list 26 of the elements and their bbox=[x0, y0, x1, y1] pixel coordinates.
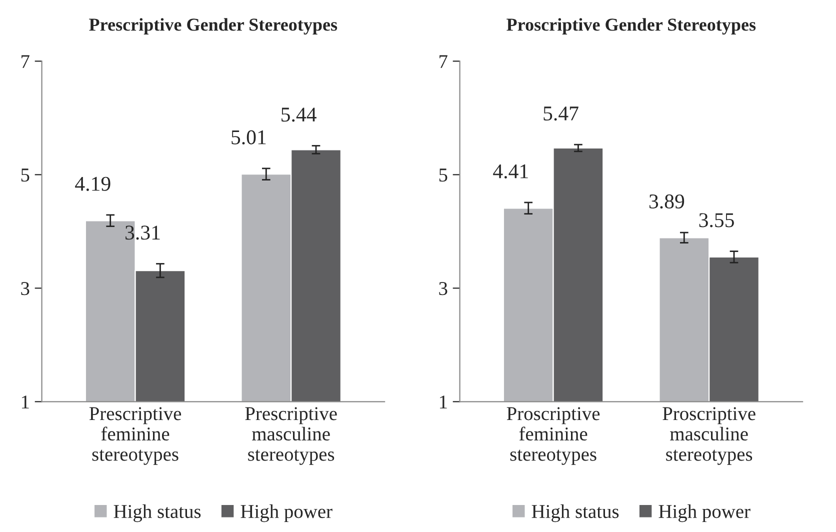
y-tick-label: 1 bbox=[440, 396, 447, 408]
data-label: 3.55 bbox=[699, 213, 734, 228]
x-tick-label: Prescriptive masculine stereotypes bbox=[245, 407, 337, 465]
x-tick-label: Proscriptive masculine stereotypes bbox=[662, 407, 756, 465]
y-tick-label: 7 bbox=[22, 55, 30, 68]
data-label: 4.41 bbox=[493, 164, 528, 178]
y-tick-label: 1 bbox=[22, 396, 29, 408]
data-label: 5.01 bbox=[232, 130, 266, 144]
data-label: 3.31 bbox=[126, 226, 160, 240]
data-label: 5.44 bbox=[282, 108, 316, 122]
y-tick-label: 3 bbox=[439, 282, 448, 296]
x-tick-label: Prescriptive feminine stereotypes bbox=[89, 407, 182, 465]
y-tick-label: 5 bbox=[21, 168, 30, 182]
chart-title: Proscriptive Gender Stereotypes bbox=[506, 18, 756, 35]
legend-label: High status bbox=[114, 504, 201, 522]
y-tick-label: 5 bbox=[439, 168, 448, 182]
legend-label: High status bbox=[532, 504, 619, 522]
x-tick-label: Proscriptive feminine stereotypes bbox=[506, 407, 600, 465]
data-label: 5.47 bbox=[544, 106, 578, 121]
data-label: 3.89 bbox=[649, 194, 684, 209]
chart-title: Prescriptive Gender Stereotypes bbox=[89, 18, 338, 35]
legend-label: High power bbox=[658, 504, 750, 522]
y-tick-label: 7 bbox=[440, 55, 448, 68]
data-label: 4.19 bbox=[75, 176, 110, 191]
y-tick-label: 3 bbox=[21, 282, 30, 296]
legend-label: High power bbox=[240, 504, 332, 522]
